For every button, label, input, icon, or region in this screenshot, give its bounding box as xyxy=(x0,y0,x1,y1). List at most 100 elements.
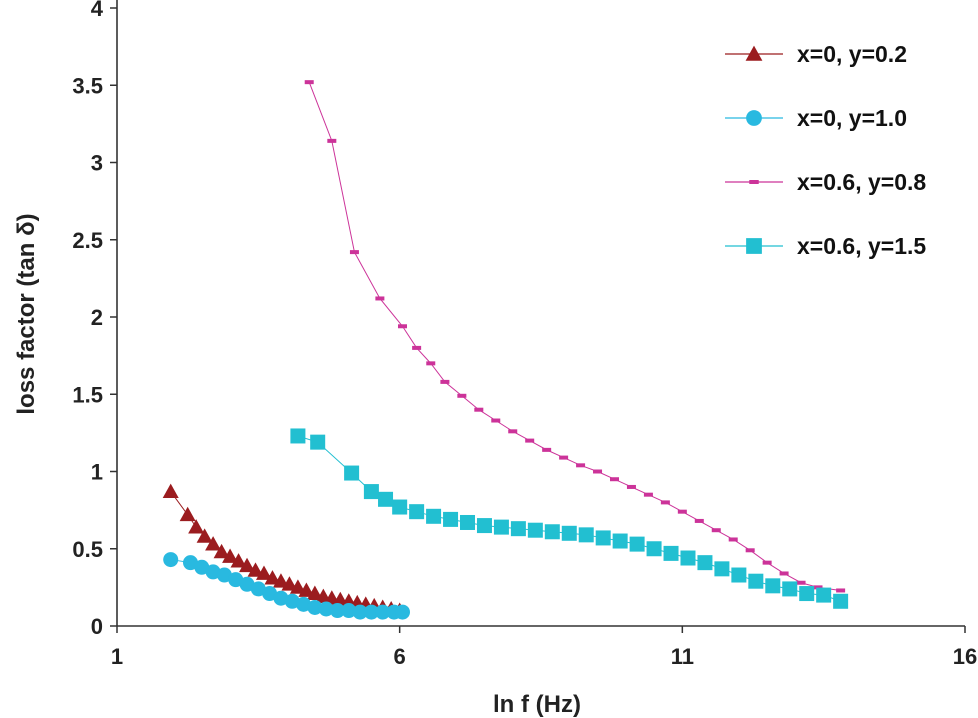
data-point xyxy=(813,585,823,590)
data-point xyxy=(816,587,832,603)
data-point xyxy=(765,578,781,594)
data-point xyxy=(412,345,422,350)
data-point xyxy=(378,491,394,507)
y-tick-label: 0.5 xyxy=(72,537,103,562)
data-point xyxy=(660,500,670,505)
data-point xyxy=(460,514,476,530)
y-tick-label: 3 xyxy=(91,151,103,176)
data-point xyxy=(612,533,628,549)
data-point xyxy=(162,483,179,498)
data-point xyxy=(493,519,509,535)
data-point xyxy=(239,576,255,592)
data-point xyxy=(746,238,762,254)
data-point xyxy=(779,571,789,576)
data-point xyxy=(491,418,501,423)
x-tick-label: 6 xyxy=(394,644,406,669)
data-point xyxy=(262,586,278,602)
data-point xyxy=(609,477,619,482)
data-point xyxy=(392,499,408,515)
data-point xyxy=(510,521,526,537)
data-point xyxy=(307,599,323,615)
data-point xyxy=(222,548,239,563)
data-point xyxy=(298,582,315,597)
data-point xyxy=(296,596,312,612)
data-point xyxy=(341,603,357,619)
data-point xyxy=(576,463,586,468)
data-point xyxy=(626,484,636,489)
data-point xyxy=(629,536,645,552)
axes: 00.511.522.533.541 6 11 16 xyxy=(72,0,977,669)
series-3 xyxy=(304,80,846,593)
data-point xyxy=(643,492,653,497)
y-tick-label: 2.5 xyxy=(72,228,103,253)
y-tick-label: 3.5 xyxy=(72,73,103,98)
legend: x=0, y=0.2 x=0, y=1.0 x=0.6, y=0.8 x=0.6, y… xyxy=(725,41,926,259)
legend-item: x=0.6, y=0.8 xyxy=(725,169,926,195)
data-point xyxy=(310,434,326,450)
data-point xyxy=(426,361,436,366)
data-point xyxy=(680,550,696,566)
data-point xyxy=(205,536,222,551)
data-point xyxy=(250,581,266,597)
data-point xyxy=(677,509,687,514)
legend-item: x=0, y=0.2 xyxy=(725,41,907,67)
data-point xyxy=(745,45,763,61)
data-point xyxy=(394,604,410,620)
data-point xyxy=(239,557,256,573)
data-point xyxy=(182,555,198,571)
y-tick-label: 1.5 xyxy=(72,382,103,407)
data-point xyxy=(213,543,230,559)
data-point xyxy=(230,553,247,568)
x-axis-label: ln f (Hz) xyxy=(493,691,581,718)
data-point xyxy=(397,324,407,329)
data-point xyxy=(833,593,849,609)
data-point xyxy=(711,528,721,533)
y-tick-label: 4 xyxy=(91,0,104,21)
data-point xyxy=(714,561,730,577)
data-point xyxy=(349,250,359,255)
x-tick-label: 16 xyxy=(953,644,977,669)
data-point xyxy=(799,586,815,602)
data-point xyxy=(284,593,300,609)
data-point xyxy=(697,555,713,571)
series-layer xyxy=(162,80,849,620)
data-point xyxy=(163,552,179,568)
data-point xyxy=(508,429,518,434)
data-point xyxy=(196,528,213,543)
data-point xyxy=(544,524,560,540)
legend-label: x=0, y=0.2 xyxy=(797,41,907,67)
data-point xyxy=(290,428,306,444)
data-point xyxy=(327,138,337,143)
x-tick-label: 1 xyxy=(111,644,123,669)
y-tick-label: 2 xyxy=(91,305,103,330)
data-point xyxy=(289,579,306,594)
data-point xyxy=(694,518,704,523)
data-point xyxy=(525,438,535,443)
data-point xyxy=(745,548,755,553)
data-point xyxy=(731,567,747,583)
x-tick-label: 11 xyxy=(671,644,694,669)
data-point xyxy=(363,484,379,500)
legend-item: x=0.6, y=1.5 xyxy=(725,233,926,259)
data-point xyxy=(318,601,334,617)
data-point xyxy=(375,296,385,301)
data-point xyxy=(264,570,281,585)
data-point xyxy=(281,576,298,591)
y-tick-label: 0 xyxy=(91,614,103,639)
data-point xyxy=(273,590,289,606)
series-4 xyxy=(290,428,849,609)
data-point xyxy=(559,455,569,460)
data-point xyxy=(476,518,492,534)
data-point xyxy=(663,545,679,561)
data-point xyxy=(344,465,360,481)
legend-label: x=0, y=1.0 xyxy=(797,105,907,131)
legend-label: x=0.6, y=1.5 xyxy=(797,233,926,259)
data-point xyxy=(440,379,450,384)
data-point xyxy=(542,447,552,452)
data-point xyxy=(306,585,323,600)
data-point xyxy=(457,393,467,398)
y-tick-label: 1 xyxy=(91,460,103,485)
data-point xyxy=(363,604,379,620)
